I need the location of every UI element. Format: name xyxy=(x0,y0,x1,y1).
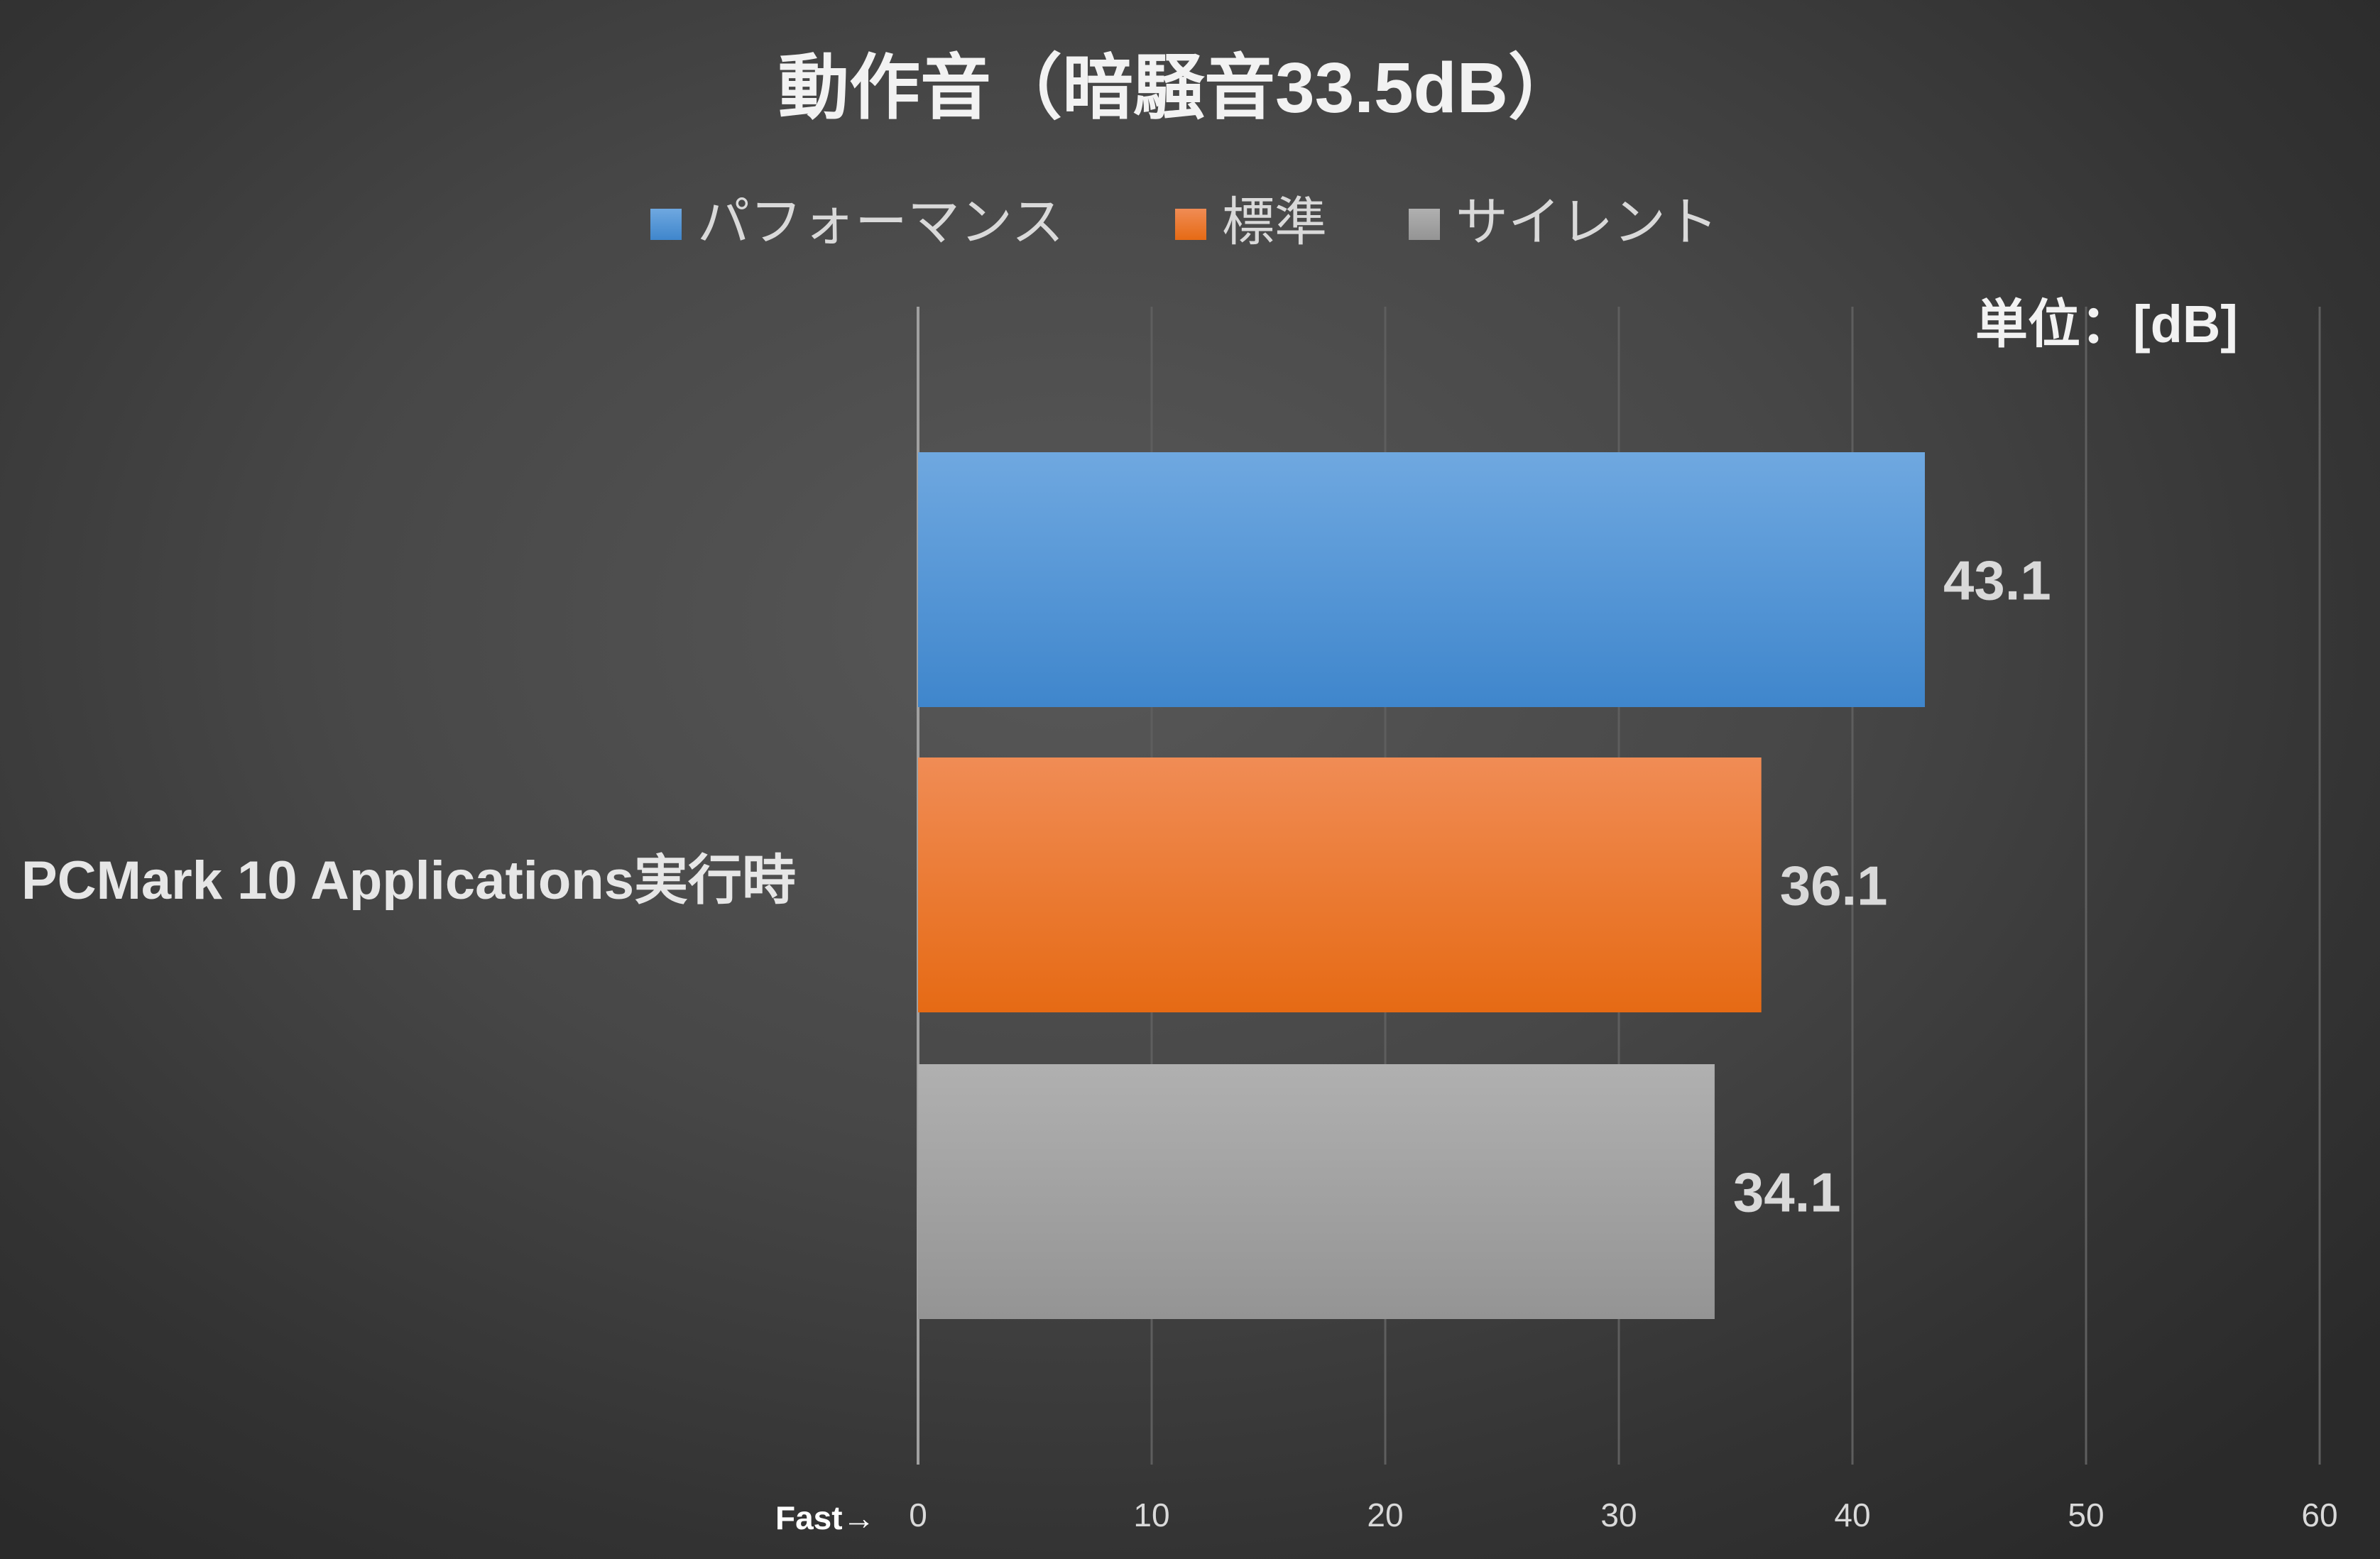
x-tick-label: 30 xyxy=(1600,1497,1637,1533)
legend-swatch xyxy=(1175,209,1206,240)
legend-label: パフォーマンス xyxy=(697,192,1064,251)
bar-performance xyxy=(918,452,1925,707)
x-tick-label: 0 xyxy=(909,1497,927,1533)
x-tick-label: 10 xyxy=(1133,1497,1169,1533)
data-label: 43.1 xyxy=(1943,549,2051,612)
chart-title: 動作音（暗騒音33.5dB） xyxy=(778,48,1579,128)
legend-label: 標準 xyxy=(1222,192,1327,251)
data-label: 36.1 xyxy=(1780,855,1888,917)
legend-swatch xyxy=(650,209,682,240)
data-label: 34.1 xyxy=(1733,1161,1841,1224)
x-tick-label: 60 xyxy=(2301,1497,2337,1533)
unit-label: 単位：[dB] xyxy=(1975,295,2238,354)
x-tick-label: 40 xyxy=(1834,1497,1870,1533)
bar-standard xyxy=(918,757,1762,1012)
legend-swatch xyxy=(1409,209,1440,240)
axis-note: Fast→ xyxy=(775,1499,875,1536)
bars: 43.1 36.1 34.1 xyxy=(918,452,2051,1319)
category-label: PCMark 10 Applications実行時 xyxy=(21,850,796,911)
x-tick-label: 20 xyxy=(1367,1497,1403,1533)
legend-label: サイレント xyxy=(1456,192,1718,251)
bar-silent xyxy=(918,1064,1715,1319)
x-tick-label: 50 xyxy=(2068,1497,2104,1533)
legend: パフォーマンス 標準 サイレント xyxy=(650,192,1718,251)
